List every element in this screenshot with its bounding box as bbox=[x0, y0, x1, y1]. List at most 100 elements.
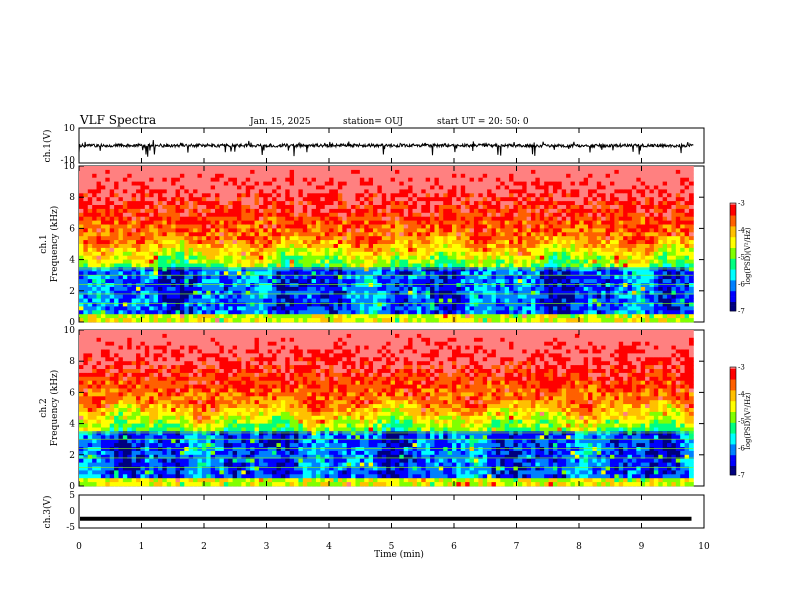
spectrogram-cell bbox=[122, 283, 128, 288]
spectrogram-cell bbox=[491, 286, 497, 292]
spectrogram-cell bbox=[592, 220, 598, 225]
spectrogram-cell bbox=[342, 283, 348, 288]
spectrogram-cell bbox=[359, 244, 365, 249]
spectrogram-cell bbox=[583, 283, 589, 288]
spectrogram-cell bbox=[460, 259, 466, 264]
spectrogram-cell bbox=[118, 177, 124, 182]
spectrogram-cell bbox=[320, 267, 326, 272]
spectrogram-cell bbox=[280, 259, 286, 264]
spectrogram-cell bbox=[298, 283, 304, 288]
spectrogram-cell bbox=[324, 228, 330, 233]
spectrogram-cell bbox=[184, 228, 190, 233]
spectrogram-cell bbox=[495, 169, 501, 175]
spectrogram-cell bbox=[236, 244, 242, 249]
spectrogram-cell bbox=[250, 193, 255, 198]
spectrogram-cell bbox=[219, 286, 225, 292]
spectrogram-cell bbox=[188, 275, 194, 280]
spectrogram-cell bbox=[574, 220, 580, 225]
spectrogram-cell bbox=[557, 318, 563, 323]
spectrogram-cell bbox=[329, 240, 334, 245]
spectrogram-cell bbox=[394, 314, 400, 319]
spectrogram-cell bbox=[254, 240, 260, 245]
spectrogram-cell bbox=[443, 166, 449, 171]
spectrogram-cell bbox=[421, 244, 427, 249]
spectrogram-cell bbox=[570, 212, 576, 218]
spectrogram-cell bbox=[522, 185, 528, 190]
spectrogram-cell bbox=[513, 310, 519, 315]
spectrogram-cell bbox=[188, 298, 194, 303]
spectrogram-cell bbox=[618, 294, 624, 299]
spectrogram-cell bbox=[153, 247, 159, 253]
spectrogram-cell bbox=[443, 201, 449, 206]
spectrogram-cell bbox=[368, 185, 374, 190]
spectrogram-cell bbox=[355, 193, 361, 198]
spectrogram-cell bbox=[179, 208, 185, 214]
spectrogram-cell bbox=[250, 318, 255, 323]
spectrogram-cell bbox=[390, 205, 396, 210]
spectrogram-cell bbox=[118, 197, 124, 202]
spectrogram-cell bbox=[359, 283, 365, 288]
spectrogram-cell bbox=[79, 259, 84, 264]
spectrogram-cell bbox=[280, 279, 286, 284]
spectrogram-cell bbox=[623, 208, 628, 214]
spectrogram-cell bbox=[105, 275, 111, 280]
spectrogram-cell bbox=[197, 216, 203, 221]
spectrogram-cell bbox=[193, 298, 198, 303]
spectrogram-cell bbox=[535, 205, 541, 210]
spectrogram-cell bbox=[438, 263, 444, 268]
spectrogram-cell bbox=[421, 205, 427, 210]
spectrogram-cell bbox=[302, 302, 308, 307]
spectrogram-cell bbox=[302, 314, 308, 319]
spectrogram-cell bbox=[201, 205, 207, 210]
spectrogram-cell bbox=[500, 310, 506, 315]
spectrogram-cell bbox=[412, 318, 418, 323]
spectrogram-cell bbox=[245, 306, 251, 311]
spectrogram-cell bbox=[215, 181, 220, 186]
spectrogram-cell bbox=[588, 169, 593, 175]
spectrogram-cell bbox=[517, 240, 523, 245]
spectrogram-cell bbox=[460, 185, 466, 190]
spectrogram-cell bbox=[289, 240, 295, 245]
spectrogram-cell bbox=[373, 267, 378, 272]
spectrogram-cell bbox=[592, 283, 598, 288]
spectrogram-cell bbox=[596, 177, 602, 182]
spectrogram-cell bbox=[487, 267, 492, 272]
spectrogram-cell bbox=[601, 318, 607, 323]
spectrogram-cell bbox=[460, 275, 466, 280]
spectrogram-cell bbox=[179, 314, 185, 319]
spectrogram-cell bbox=[579, 212, 585, 218]
spectrogram-cell bbox=[509, 169, 514, 175]
spectrogram-cell bbox=[166, 205, 172, 210]
spectrogram-cell bbox=[526, 310, 532, 315]
spectrogram-cell bbox=[100, 228, 106, 233]
spectrogram-cell bbox=[386, 275, 391, 280]
spectrogram-cell bbox=[364, 279, 370, 284]
spectrogram-cell bbox=[307, 232, 312, 237]
spectrogram-cell bbox=[166, 228, 172, 233]
spectrogram-cell bbox=[478, 271, 484, 276]
spectrogram-cell bbox=[157, 240, 163, 245]
spectrogram-cell bbox=[517, 279, 523, 284]
spectrogram-cell bbox=[162, 279, 168, 284]
spectrogram-cell bbox=[399, 228, 405, 233]
spectrogram-cell bbox=[430, 247, 435, 253]
spectrogram-cell bbox=[592, 263, 598, 268]
spectrogram-cell bbox=[122, 169, 128, 175]
spectrogram-cell bbox=[100, 220, 106, 225]
spectrogram-cell bbox=[96, 286, 102, 292]
spectrogram-cell bbox=[517, 197, 523, 202]
spectrogram-cell bbox=[403, 205, 409, 210]
spectrogram-cell bbox=[408, 259, 413, 264]
spectrogram-cell bbox=[272, 286, 277, 292]
spectrogram-cell bbox=[504, 216, 510, 221]
spectrogram-cell bbox=[399, 208, 405, 214]
spectrogram-cell bbox=[408, 193, 413, 198]
spectrogram-cell bbox=[456, 216, 462, 221]
spectrogram-cell bbox=[127, 212, 133, 218]
spectrogram-cell bbox=[557, 228, 563, 233]
spectrogram-cell bbox=[368, 166, 374, 171]
spectrogram-cell bbox=[122, 177, 128, 182]
spectrogram-cell bbox=[329, 208, 334, 214]
spectrogram-cell bbox=[215, 169, 220, 175]
spectrogram-cell bbox=[298, 236, 304, 241]
